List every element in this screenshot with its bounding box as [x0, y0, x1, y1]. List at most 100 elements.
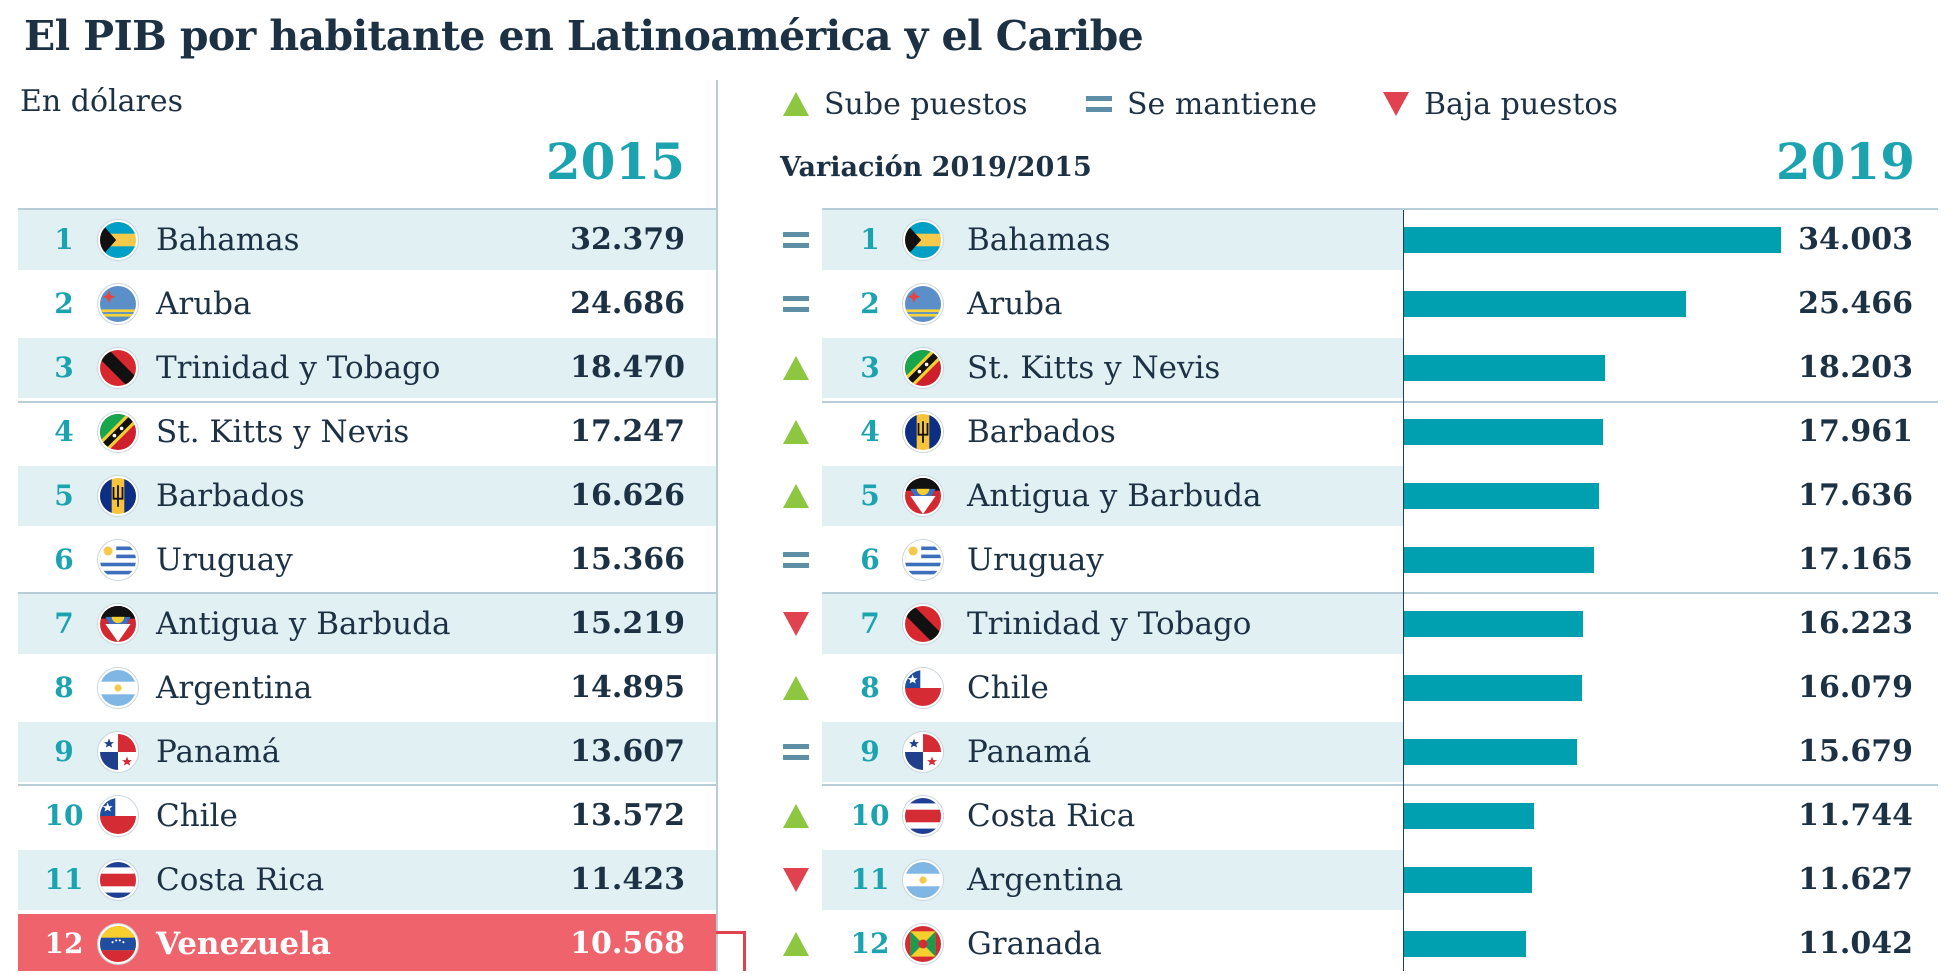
triangle-up-icon — [782, 802, 810, 830]
group-separator — [822, 784, 1938, 786]
aruba-flag-icon — [903, 284, 943, 324]
gdp-value-2015: 16.626 — [570, 478, 685, 513]
table-row: 4 St. Kitts y Nevis 17.247 — [18, 402, 716, 462]
triangle-up-icon — [782, 354, 810, 382]
trinidad-and-tobago-flag-icon — [903, 604, 943, 644]
table-row: 6 Uruguay — [822, 530, 1403, 590]
group-separator — [18, 592, 716, 594]
legend-triangle-down-icon — [1382, 90, 1410, 118]
bar-4 — [1403, 419, 1603, 445]
bar-axis-line — [1403, 210, 1404, 971]
barbados-flag-icon — [903, 412, 943, 452]
bar-8 — [1403, 675, 1582, 701]
rank-number: 10 — [44, 799, 84, 832]
st-kitts-and-nevis-flag-icon — [903, 348, 943, 388]
rank-number: 9 — [54, 735, 74, 768]
table-row: 8 Chile — [822, 658, 1403, 718]
argentina-flag-icon — [98, 668, 138, 708]
rank-number: 10 — [850, 799, 890, 832]
st-kitts-and-nevis-flag-icon — [98, 412, 138, 452]
variation-heading: Variación 2019/2015 — [780, 152, 1092, 183]
chart-title: El PIB por habitante en Latinoamérica y … — [24, 12, 1144, 60]
rank-number: 11 — [44, 863, 84, 896]
bar-2 — [1403, 291, 1686, 317]
aruba-flag-icon — [98, 284, 138, 324]
gdp-value-2019: 25.466 — [1798, 286, 1913, 321]
table-row: 1 Bahamas — [822, 210, 1403, 270]
table-row: 4 Barbados — [822, 402, 1403, 462]
column-divider — [716, 80, 718, 971]
bar-7 — [1403, 611, 1583, 637]
equals-icon — [782, 290, 810, 318]
country-name: Barbados — [156, 478, 305, 514]
country-name: St. Kitts y Nevis — [156, 414, 410, 450]
year-2019-heading: 2019 — [1775, 132, 1915, 191]
venezuela-flag-icon — [98, 924, 138, 964]
rank-number: 3 — [860, 351, 880, 384]
triangle-down-icon — [782, 866, 810, 894]
table-row: 2 Aruba — [822, 274, 1403, 334]
country-name: Barbados — [967, 414, 1116, 450]
table-row: 7 Trinidad y Tobago — [822, 594, 1403, 654]
country-name: Uruguay — [967, 542, 1104, 578]
rank-number: 7 — [54, 607, 74, 640]
bahamas-flag-icon — [903, 220, 943, 260]
gdp-value-2019: 15.679 — [1798, 734, 1913, 769]
gdp-value-2019: 17.961 — [1798, 414, 1913, 449]
bar-6 — [1403, 547, 1594, 573]
gdp-value-2015: 13.572 — [570, 798, 685, 833]
country-name: Panamá — [156, 734, 281, 770]
rank-number: 5 — [860, 479, 880, 512]
triangle-up-icon — [782, 482, 810, 510]
rank-number: 12 — [44, 927, 84, 960]
table-row: 3 Trinidad y Tobago 18.470 — [18, 338, 716, 398]
country-name: Aruba — [156, 286, 252, 322]
country-name: Argentina — [967, 862, 1124, 898]
rank-number: 2 — [860, 287, 880, 320]
year-2015-heading: 2015 — [545, 132, 685, 191]
gdp-value-2019: 16.079 — [1798, 670, 1913, 705]
country-name: Antigua y Barbuda — [967, 478, 1262, 514]
rank-number: 4 — [860, 415, 880, 448]
table-row: 11 Costa Rica 11.423 — [18, 850, 716, 910]
country-name: Costa Rica — [156, 862, 325, 898]
country-name: Panamá — [967, 734, 1092, 770]
gdp-value-2019: 17.636 — [1798, 478, 1913, 513]
country-name: Bahamas — [156, 222, 300, 258]
rank-number: 12 — [850, 927, 890, 960]
table-row: 5 Barbados 16.626 — [18, 466, 716, 526]
table-row: 3 St. Kitts y Nevis — [822, 338, 1403, 398]
antigua-and-barbuda-flag-icon — [98, 604, 138, 644]
antigua-and-barbuda-flag-icon — [903, 476, 943, 516]
rank-number: 1 — [860, 223, 880, 256]
group-separator — [822, 592, 1938, 594]
trinidad-and-tobago-flag-icon — [98, 348, 138, 388]
gdp-value-2015: 15.366 — [570, 542, 685, 577]
gdp-value-2019: 18.203 — [1798, 350, 1913, 385]
bar-9 — [1403, 739, 1577, 765]
group-separator — [18, 401, 716, 403]
gdp-value-2015: 14.895 — [570, 670, 685, 705]
gdp-value-2019: 34.003 — [1798, 222, 1913, 257]
rank-number: 2 — [54, 287, 74, 320]
legend-triangle-up-icon — [782, 90, 810, 118]
table-row: 11 Argentina — [822, 850, 1403, 910]
triangle-up-icon — [782, 930, 810, 958]
table-row: 1 Bahamas 32.379 — [18, 210, 716, 270]
country-name: Granada — [967, 926, 1102, 962]
legend-label: Sube puestos — [824, 86, 1028, 122]
costa-rica-flag-icon — [903, 796, 943, 836]
country-name: St. Kitts y Nevis — [967, 350, 1221, 386]
group-separator — [822, 401, 1938, 403]
country-name: Aruba — [967, 286, 1063, 322]
legend-label: Se mantiene — [1127, 86, 1317, 122]
gdp-value-2015: 11.423 — [570, 862, 685, 897]
bahamas-flag-icon — [98, 220, 138, 260]
rank-number: 5 — [54, 479, 74, 512]
rank-number: 7 — [860, 607, 880, 640]
rank-number: 11 — [850, 863, 890, 896]
bar-12 — [1403, 931, 1526, 957]
rank-number: 8 — [54, 671, 74, 704]
venezuela-connector-line — [716, 931, 746, 971]
chile-flag-icon — [903, 668, 943, 708]
